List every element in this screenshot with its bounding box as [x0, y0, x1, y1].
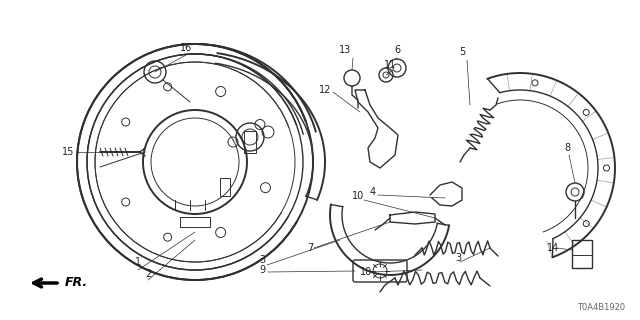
Text: FR.: FR.: [65, 276, 88, 290]
Text: 1: 1: [135, 257, 141, 267]
Text: 2: 2: [145, 269, 151, 279]
Text: 10: 10: [360, 267, 372, 277]
Text: 4: 4: [370, 187, 376, 197]
Text: 3: 3: [259, 255, 265, 265]
Text: 8: 8: [564, 143, 570, 153]
Text: 10: 10: [352, 191, 364, 201]
Text: 11: 11: [384, 60, 396, 70]
Text: 9: 9: [259, 265, 265, 275]
Text: 16: 16: [180, 43, 192, 53]
Text: 6: 6: [394, 45, 400, 55]
Text: 5: 5: [459, 47, 465, 57]
Text: T0A4B1920: T0A4B1920: [577, 303, 625, 312]
Text: 7: 7: [307, 243, 313, 253]
Text: 12: 12: [319, 85, 331, 95]
Text: 3: 3: [455, 253, 461, 263]
Text: 13: 13: [339, 45, 351, 55]
Text: 15: 15: [62, 147, 74, 157]
Text: 14: 14: [547, 243, 559, 253]
